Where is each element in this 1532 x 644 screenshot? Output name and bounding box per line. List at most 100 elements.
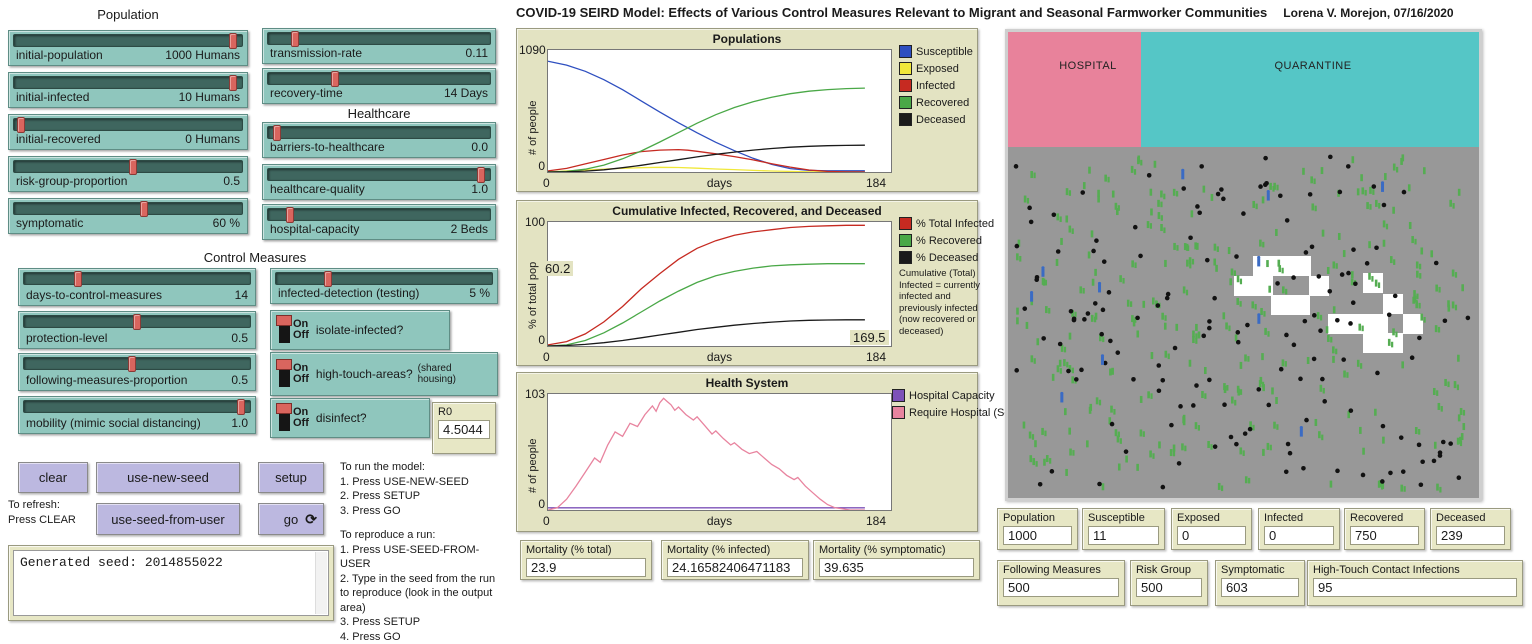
- healthcare-section-heading: Healthcare: [347, 106, 411, 121]
- hospital-capacity-slider[interactable]: hospital-capacity 2 Beds: [262, 204, 496, 240]
- protection-level-slider-track[interactable]: [23, 314, 251, 330]
- following-measures-proportion-slider-label: following-measures-proportion: [26, 373, 188, 387]
- control-measures-section-heading: Control Measures: [203, 250, 307, 265]
- transmission-rate-slider-handle[interactable]: [290, 31, 299, 47]
- following-measures-proportion-slider[interactable]: following-measures-proportion 0.5: [18, 353, 256, 391]
- mobility-slider-track[interactable]: [23, 399, 251, 415]
- symptomatic-slider[interactable]: symptomatic 60 %: [8, 198, 248, 234]
- healthcare-quality-slider-value: 1.0: [471, 182, 488, 196]
- symptomatic-slider-track[interactable]: [13, 201, 243, 217]
- transmission-rate-slider-track[interactable]: [267, 31, 491, 47]
- days-to-control-measures-slider[interactable]: days-to-control-measures 14: [18, 268, 256, 306]
- recovery-time-slider[interactable]: recovery-time 14 Days: [262, 68, 496, 104]
- monitor-exposed: Exposed 0: [1171, 508, 1252, 550]
- mobility-slider-label: mobility (mimic social distancing): [26, 416, 201, 430]
- high-touch-areas-toggle[interactable]: [276, 359, 292, 387]
- infected-detection-slider-handle[interactable]: [323, 271, 332, 287]
- hospital-capacity-slider-track[interactable]: [267, 207, 491, 223]
- days-to-control-measures-slider-value: 14: [234, 288, 248, 302]
- initial-infected-slider-handle[interactable]: [228, 75, 237, 91]
- output-area[interactable]: Generated seed: 2014855022: [8, 545, 334, 621]
- health-system-ymin-tick: 0: [538, 497, 545, 511]
- healthcare-quality-slider-handle[interactable]: [477, 167, 486, 183]
- populations-xmin-tick: 0: [543, 176, 550, 190]
- following-measures-proportion-slider-handle[interactable]: [128, 356, 137, 372]
- initial-population-slider-track[interactable]: [13, 33, 243, 49]
- symptomatic-slider-value: 60 %: [212, 216, 240, 230]
- initial-infected-slider-track[interactable]: [13, 75, 243, 91]
- monitor-high-touch-contact-infections: High-Touch Contact Infections 95: [1307, 560, 1523, 606]
- monitor-deceased: Deceased 239: [1430, 508, 1511, 550]
- infected-detection-slider-label: infected-detection (testing): [278, 286, 420, 300]
- protection-level-slider-handle[interactable]: [133, 314, 141, 330]
- cumulative-plot-area[interactable]: [547, 221, 892, 347]
- recovery-time-slider-track[interactable]: [267, 71, 491, 87]
- health-system-xmax-tick: 184: [866, 514, 887, 528]
- health-system-plot-title: Health System: [705, 376, 789, 390]
- initial-recovered-slider-track[interactable]: [13, 117, 243, 133]
- cumulative-xmax-tick: 184: [866, 350, 887, 364]
- days-to-control-measures-slider-handle[interactable]: [74, 271, 83, 287]
- output-scrollbar[interactable]: [315, 552, 327, 614]
- hospital-capacity-slider-handle[interactable]: [286, 207, 295, 223]
- initial-recovered-slider-handle[interactable]: [16, 117, 25, 133]
- healthcare-quality-slider-track[interactable]: [267, 167, 491, 183]
- barriers-to-healthcare-slider[interactable]: barriers-to-healthcare 0.0: [262, 122, 496, 158]
- days-to-control-measures-slider-track[interactable]: [23, 271, 251, 287]
- cumulative-ylabel: % of total pop: [527, 261, 539, 329]
- use-seed-from-user-button[interactable]: use-seed-from-user: [96, 503, 240, 535]
- populations-legend-entry: Exposed: [899, 62, 973, 75]
- go-button[interactable]: go ⟳: [258, 503, 324, 535]
- initial-population-slider-handle[interactable]: [228, 33, 237, 49]
- initial-infected-slider[interactable]: initial-infected 10 Humans: [8, 72, 248, 108]
- barriers-to-healthcare-slider-handle[interactable]: [272, 125, 281, 141]
- disinfect-toggle-knob[interactable]: [276, 403, 292, 414]
- use-new-seed-button[interactable]: use-new-seed: [96, 462, 240, 493]
- high-touch-areas-onoff-labels: On Off: [293, 362, 309, 385]
- go-button-label: go: [283, 511, 299, 527]
- populations-plot: Populations 1090 0 # of people 0 days 18…: [516, 28, 978, 192]
- health-system-plot-area[interactable]: [547, 393, 892, 511]
- isolate-infected-switch[interactable]: On Off isolate-infected?: [270, 310, 450, 350]
- protection-level-slider[interactable]: protection-level 0.5: [18, 311, 256, 349]
- mobility-slider-handle[interactable]: [236, 399, 245, 415]
- isolate-infected-toggle[interactable]: [276, 315, 292, 343]
- disinfect-toggle[interactable]: [276, 403, 292, 431]
- symptomatic-slider-handle[interactable]: [139, 201, 148, 217]
- initial-recovered-slider[interactable]: initial-recovered 0 Humans: [8, 114, 248, 150]
- infected-detection-slider-track[interactable]: [275, 271, 493, 287]
- disinfect-switch[interactable]: On Off disinfect?: [270, 398, 430, 438]
- populations-plot-area[interactable]: [547, 49, 892, 173]
- barriers-to-healthcare-slider-track[interactable]: [267, 125, 491, 141]
- monitor-population: Population 1000: [997, 508, 1078, 550]
- health-system-xmin-tick: 0: [543, 514, 550, 528]
- high-touch-areas-switch-label: high-touch-areas?: [315, 367, 413, 381]
- healthcare-quality-slider[interactable]: healthcare-quality 1.0: [262, 164, 496, 200]
- clear-button[interactable]: clear: [18, 462, 88, 493]
- initial-population-slider[interactable]: initial-population 1000 Humans: [8, 30, 248, 66]
- recovery-time-slider-handle[interactable]: [330, 71, 339, 87]
- risk-group-proportion-slider-track[interactable]: [13, 159, 243, 175]
- high-touch-areas-toggle-knob[interactable]: [276, 359, 292, 370]
- health-system-plot: Health System 103 0 # of people 0 days 1…: [516, 372, 1036, 532]
- isolate-infected-toggle-knob[interactable]: [276, 315, 292, 326]
- barriers-to-healthcare-slider-label: barriers-to-healthcare: [270, 140, 385, 154]
- setup-button[interactable]: setup: [258, 462, 324, 493]
- healthcare-quality-slider-label: healthcare-quality: [270, 182, 365, 196]
- high-touch-areas-switch[interactable]: On Off high-touch-areas? (shared housing): [270, 352, 498, 396]
- risk-group-proportion-slider-value: 0.5: [223, 174, 240, 188]
- health-system-ymax-tick: 103: [524, 387, 545, 401]
- mobility-slider[interactable]: mobility (mimic social distancing) 1.0: [18, 396, 256, 434]
- protection-level-slider-value: 0.5: [231, 331, 248, 345]
- populations-legend-entry: Deceased: [899, 113, 973, 126]
- transmission-rate-slider[interactable]: transmission-rate 0.11: [262, 28, 496, 64]
- cumulative-legend-entry: % Total Infected: [899, 217, 994, 230]
- monitor-following-measures: Following Measures 500: [997, 560, 1125, 606]
- transmission-rate-slider-value: 0.11: [465, 46, 488, 60]
- world-canvas: [1008, 32, 1479, 498]
- following-measures-proportion-slider-track[interactable]: [23, 356, 251, 372]
- risk-group-proportion-slider-handle[interactable]: [128, 159, 137, 175]
- monitor-mortality-total-: Mortality (% total) 23.9: [520, 540, 652, 580]
- infected-detection-slider[interactable]: infected-detection (testing) 5 %: [270, 268, 498, 304]
- risk-group-proportion-slider[interactable]: risk-group-proportion 0.5: [8, 156, 248, 192]
